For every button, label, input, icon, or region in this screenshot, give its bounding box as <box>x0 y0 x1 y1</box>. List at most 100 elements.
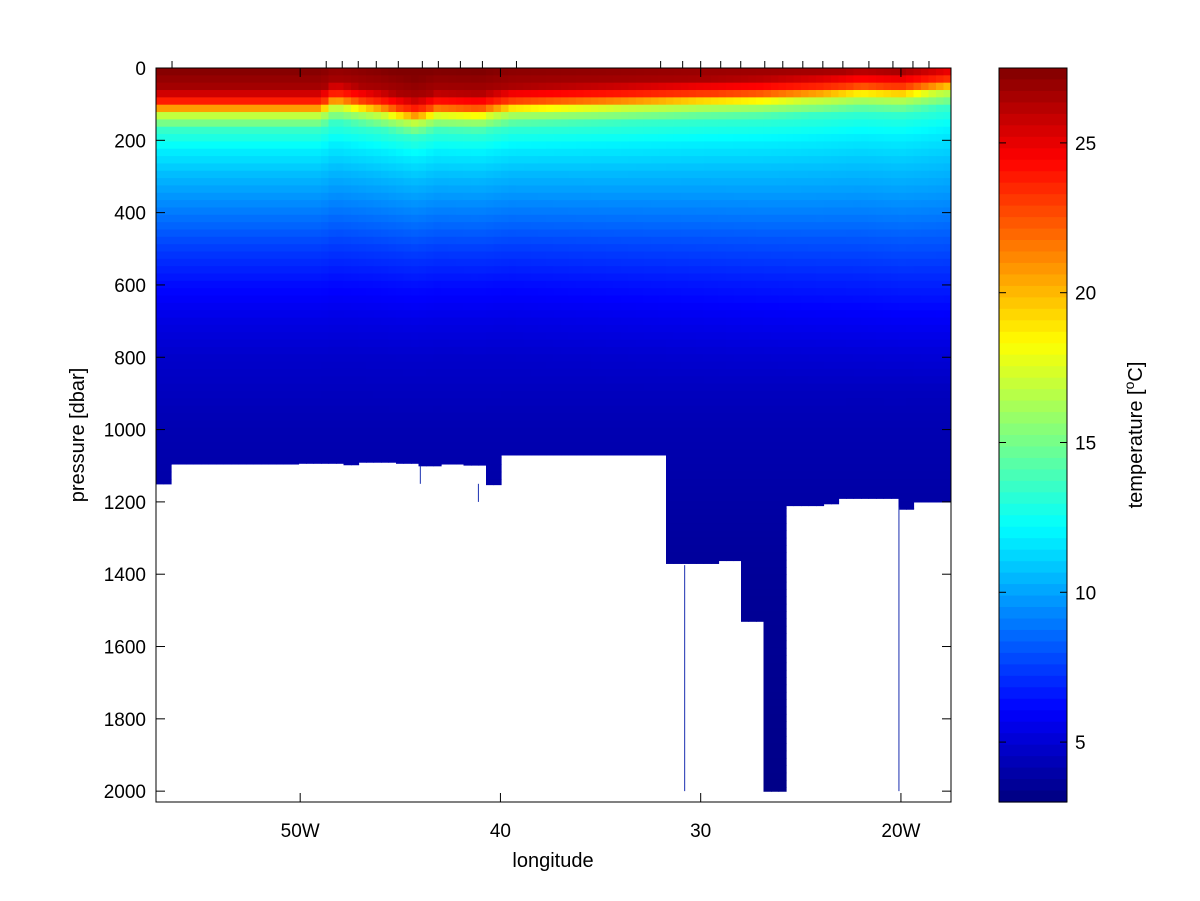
temperature-cell <box>501 104 510 113</box>
temperature-cell <box>186 427 195 436</box>
temperature-cell <box>463 82 472 91</box>
temperature-cell <box>666 302 675 311</box>
temperature-cell <box>598 368 607 377</box>
temperature-cell <box>741 295 750 304</box>
temperature-cell <box>696 545 705 554</box>
temperature-cell <box>651 163 660 172</box>
temperature-cell <box>201 75 210 84</box>
temperature-cell <box>651 170 660 179</box>
temperature-cell <box>268 442 277 451</box>
temperature-cell <box>711 501 720 509</box>
temperature-cell <box>448 288 457 297</box>
temperature-cell <box>546 126 555 135</box>
temperature-cell <box>276 200 285 209</box>
temperature-cell <box>591 280 600 289</box>
temperature-cell <box>201 97 210 106</box>
temperature-cell <box>718 390 727 399</box>
temperature-cell <box>268 82 277 91</box>
temperature-cell <box>688 280 697 289</box>
temperature-cell <box>171 398 180 407</box>
temperature-cell <box>793 405 802 414</box>
temperature-cell <box>516 405 525 414</box>
temperature-cell <box>651 376 660 385</box>
temperature-cell <box>576 368 585 377</box>
temperature-cell <box>471 148 480 157</box>
temperature-cell <box>763 324 772 333</box>
temperature-cell <box>538 376 547 385</box>
temperature-cell <box>381 346 390 355</box>
temperature-cell <box>666 486 675 495</box>
temperature-cell <box>291 361 300 370</box>
temperature-cell <box>463 75 472 84</box>
temperature-cell <box>756 442 765 451</box>
temperature-cell <box>246 251 255 260</box>
temperature-cell <box>741 214 750 223</box>
temperature-cell <box>456 156 465 165</box>
temperature-cell <box>628 148 637 157</box>
temperature-cell <box>711 346 720 355</box>
temperature-cell <box>696 332 705 341</box>
temperature-cell <box>538 442 547 451</box>
temperature-cell <box>411 236 420 245</box>
temperature-cell <box>516 126 525 135</box>
temperature-cell <box>298 449 307 458</box>
temperature-cell <box>643 119 652 128</box>
temperature-cell <box>546 368 555 377</box>
temperature-cell <box>741 339 750 348</box>
temperature-cell <box>688 134 697 142</box>
temperature-cell <box>733 383 742 392</box>
temperature-cell <box>478 148 487 157</box>
temperature-cell <box>156 457 165 465</box>
temperature-cell <box>666 317 675 326</box>
temperature-cell <box>546 412 555 421</box>
temperature-cell <box>396 229 405 238</box>
temperature-cell <box>156 332 165 341</box>
temperature-cell <box>343 82 352 91</box>
temperature-cell <box>321 104 330 113</box>
temperature-cell <box>681 280 690 289</box>
temperature-cell <box>306 273 315 282</box>
temperature-cell <box>156 148 165 157</box>
temperature-cell <box>771 567 780 576</box>
temperature-cell <box>703 545 712 554</box>
temperature-cell <box>681 90 690 98</box>
temperature-cell <box>343 258 352 267</box>
temperature-cell <box>703 420 712 429</box>
temperature-cell <box>658 207 667 216</box>
temperature-cell <box>403 104 412 113</box>
temperature-cell <box>636 339 645 348</box>
temperature-cell <box>598 412 607 421</box>
temperature-cell <box>418 126 427 135</box>
temperature-cell <box>156 302 165 311</box>
temperature-cell <box>703 170 712 179</box>
temperature-cell <box>486 457 495 465</box>
temperature-cell <box>681 442 690 451</box>
temperature-cell <box>606 310 615 319</box>
temperature-cell <box>508 332 517 341</box>
temperature-cell <box>433 376 442 385</box>
temperature-cell <box>403 383 412 392</box>
temperature-cell <box>576 346 585 355</box>
temperature-cell <box>696 68 705 76</box>
temperature-cell <box>778 765 787 774</box>
temperature-cell <box>351 185 360 194</box>
temperature-cell <box>433 141 442 150</box>
temperature-cell <box>411 383 420 392</box>
temperature-cell <box>583 119 592 128</box>
temperature-cell <box>238 457 247 465</box>
temperature-cell <box>778 207 787 216</box>
temperature-cell <box>163 479 172 485</box>
temperature-cell <box>328 310 337 319</box>
temperature-cell <box>643 97 652 106</box>
temperature-cell <box>711 354 720 363</box>
temperature-cell <box>156 82 165 91</box>
temperature-cell <box>283 376 292 385</box>
temperature-cell <box>441 207 450 216</box>
temperature-cell <box>223 442 232 451</box>
temperature-cell <box>606 82 615 91</box>
temperature-cell <box>193 178 202 187</box>
temperature-cell <box>381 368 390 377</box>
temperature-cell <box>748 317 757 326</box>
temperature-cell <box>748 185 757 194</box>
temperature-cell <box>673 280 682 289</box>
